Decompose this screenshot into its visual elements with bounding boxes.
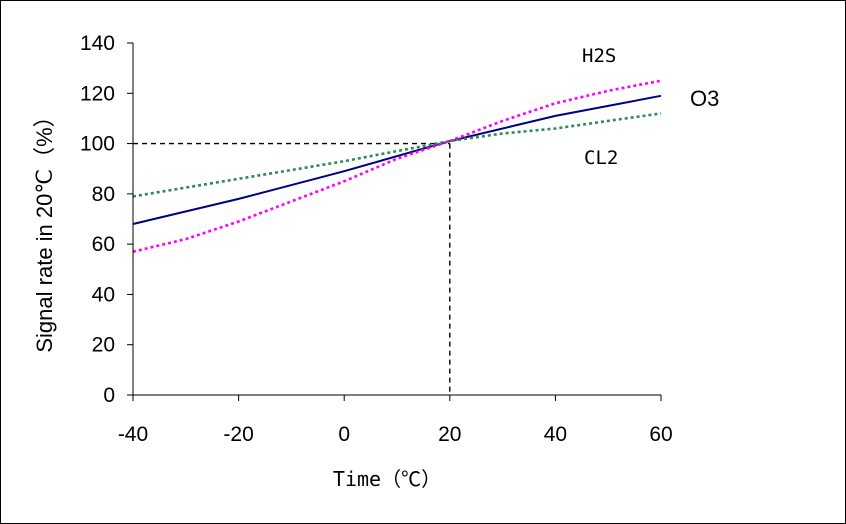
series-label-o3: O3 (690, 86, 719, 111)
y-tick-label: 80 (92, 183, 115, 206)
tick-labels: 0 20 40 60 80 100 120 140 -40 -20 0 20 40 60 (80, 32, 673, 446)
y-tick-label: 40 (92, 283, 115, 306)
series-line-o3 (132, 94, 662, 225)
x-tick-label: -20 (223, 423, 253, 446)
series-lines (132, 79, 662, 253)
y-tick-label: 0 (103, 384, 115, 407)
y-tick-label: 120 (80, 82, 115, 105)
series-label-h2s: H2S (582, 45, 616, 67)
x-tick-label: -40 (118, 423, 148, 446)
series-line-h2s (132, 79, 662, 253)
x-tick-label: 40 (544, 423, 567, 446)
x-axis-title: Time（℃） (333, 467, 441, 491)
y-tick-label: 100 (80, 133, 115, 156)
y-tick-label: 140 (80, 32, 115, 55)
y-tick-label: 60 (92, 233, 115, 256)
axes (132, 43, 661, 396)
x-tick-label: 0 (338, 423, 350, 446)
y-axis-title: Signal rate in 20℃（%） (32, 105, 57, 352)
x-tick-label: 60 (649, 423, 672, 446)
x-tick-label: 20 (438, 423, 461, 446)
series-line-cl2 (132, 112, 662, 198)
series-label-cl2: CL2 (584, 147, 618, 169)
y-tick-label: 20 (92, 334, 115, 357)
reference-lines (133, 142, 451, 395)
